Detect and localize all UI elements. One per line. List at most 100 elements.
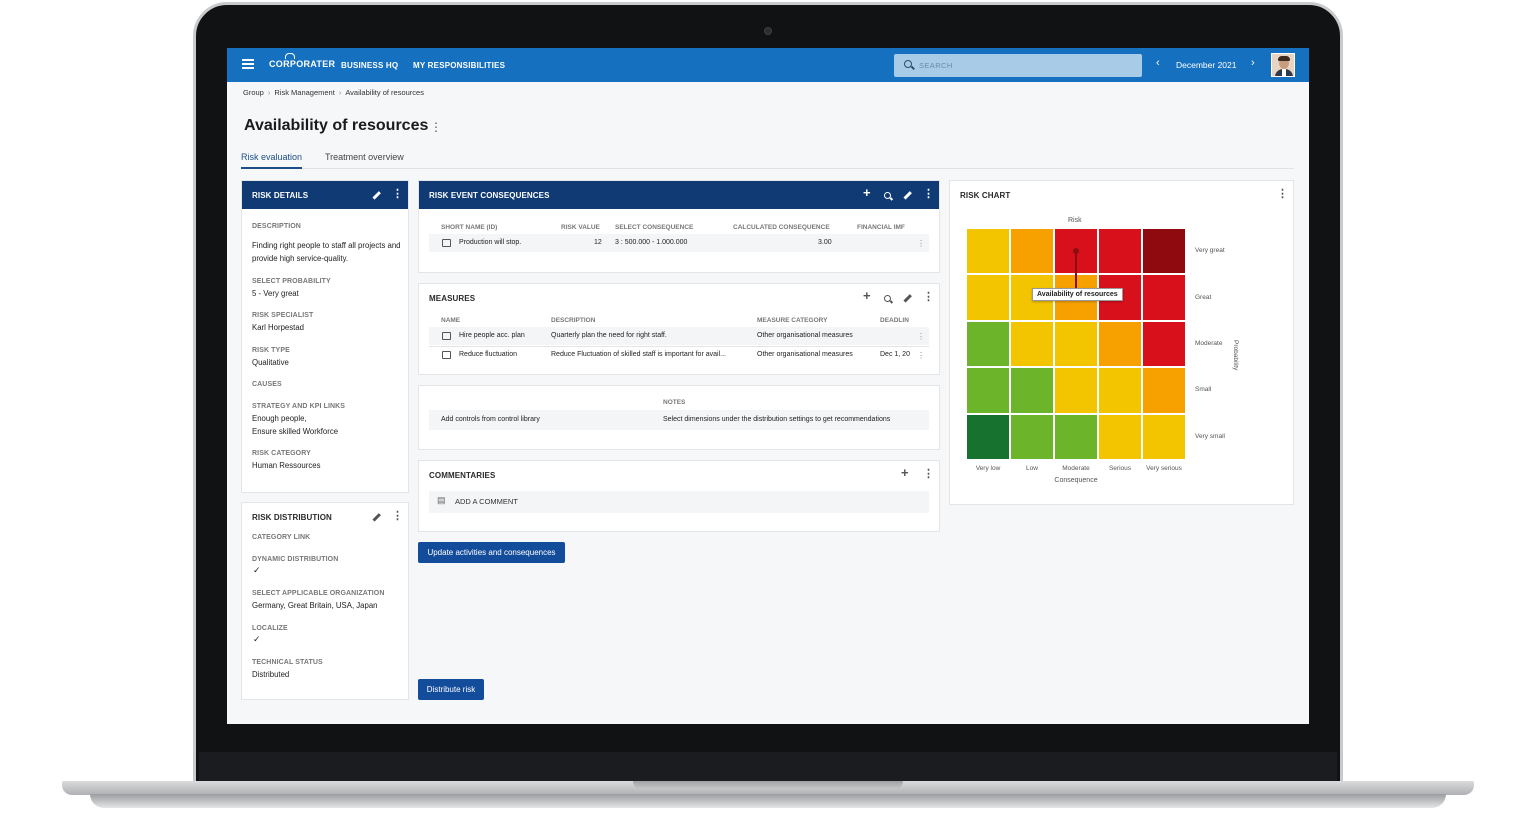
column-header[interactable]: SHORT NAME (ID) (441, 224, 498, 231)
period-selector[interactable]: December 2021 (1176, 60, 1237, 70)
heatmap-cell[interactable] (1142, 228, 1186, 275)
breadcrumb-group[interactable]: Group (243, 88, 264, 97)
more-options-icon[interactable]: ⋮ (392, 510, 403, 522)
edit-icon[interactable] (372, 511, 381, 523)
column-header[interactable]: DESCRIPTION (551, 317, 596, 324)
heatmap-cell[interactable] (966, 274, 1010, 321)
chevron-left-icon[interactable]: ‹ (1156, 57, 1160, 69)
field-label: STRATEGY AND KPI LINKS (252, 403, 346, 410)
heatmap-cell[interactable] (966, 228, 1010, 275)
add-comment-label[interactable]: ADD A COMMENT (455, 497, 518, 506)
cell-description: Quarterly plan the need for right staff. (551, 332, 667, 339)
column-header[interactable]: RISK VALUE (561, 224, 600, 231)
heatmap-cell[interactable] (1010, 367, 1054, 414)
cell-name: Production will stop. (459, 239, 522, 246)
checkbox[interactable] (442, 239, 451, 247)
tab-risk-evaluation[interactable]: Risk evaluation (241, 152, 303, 169)
risk-point[interactable] (1073, 248, 1079, 255)
heatmap-cell[interactable] (966, 367, 1010, 414)
app-logo[interactable]: CORPORATER (269, 53, 336, 69)
heatmap-cell[interactable] (1142, 274, 1186, 321)
edit-icon[interactable] (372, 189, 381, 201)
update-activities-button[interactable]: Update activities and consequences (418, 542, 565, 563)
add-icon[interactable]: + (863, 185, 871, 200)
field-value: Karl Horpestad (252, 323, 305, 332)
chevron-right-icon[interactable]: › (1251, 57, 1255, 69)
heatmap-cell[interactable] (1098, 413, 1142, 460)
table-row[interactable] (429, 327, 929, 345)
search-icon[interactable] (884, 190, 891, 202)
field-value[interactable]: Enough people, (252, 414, 307, 423)
cell-name: Hire people acc. plan (459, 332, 525, 339)
heatmap-cell[interactable] (1054, 367, 1098, 414)
edit-icon[interactable] (903, 189, 912, 201)
checkbox[interactable] (442, 351, 451, 359)
laptop-bezel-bottom (199, 752, 1337, 782)
heatmap-cell[interactable] (1010, 320, 1054, 368)
risk-distribution-title: RISK DISTRIBUTION (252, 513, 332, 522)
edit-icon[interactable] (903, 292, 912, 304)
heatmap-cell[interactable] (1142, 367, 1186, 414)
search-icon[interactable] (884, 293, 891, 305)
heatmap-cell[interactable] (1142, 413, 1186, 460)
field-label: DESCRIPTION (252, 223, 301, 230)
column-header[interactable]: DEADLIN (880, 317, 909, 324)
column-header[interactable]: CALCULATED CONSEQUENCE (733, 224, 830, 231)
heatmap-cell[interactable] (1098, 320, 1142, 368)
checkmark-icon: ✓ (253, 565, 261, 575)
add-icon[interactable]: + (901, 465, 909, 480)
more-options-icon[interactable]: ⋮ (923, 468, 934, 480)
heatmap-cell[interactable] (1098, 228, 1142, 275)
avatar[interactable] (1271, 53, 1295, 77)
row-more-icon[interactable]: ⋮ (917, 332, 925, 341)
commentaries-card: COMMENTARIES + ⋮ ▤ ADD A COMMENT (418, 460, 940, 532)
more-options-icon[interactable]: ⋮ (1277, 188, 1288, 200)
y-axis-label: Probability (1232, 340, 1239, 371)
row-more-icon[interactable]: ⋮ (917, 351, 925, 360)
add-icon[interactable]: + (863, 288, 871, 303)
avatar-collar (1282, 69, 1286, 76)
heatmap-cell[interactable] (1098, 367, 1142, 414)
more-options-icon[interactable]: ⋮ (923, 188, 934, 200)
more-options-icon[interactable]: ⋮ (392, 188, 403, 200)
y-tick-label: Very small (1195, 432, 1225, 440)
table-row[interactable] (429, 234, 929, 252)
heatmap-cell[interactable] (1054, 320, 1098, 368)
risk-distribution-header: RISK DISTRIBUTION ⋮ (242, 503, 408, 531)
row-more-icon[interactable]: ⋮ (917, 239, 925, 248)
more-options-icon[interactable]: ⋮ (923, 291, 934, 303)
checkbox[interactable] (442, 332, 451, 340)
column-header[interactable]: FINANCIAL IMF (857, 224, 905, 231)
heatmap-cell[interactable] (966, 413, 1010, 460)
menu-icon[interactable] (242, 59, 254, 69)
breadcrumb: Group › Risk Management › Availability of re… (243, 88, 424, 97)
breadcrumb-risk-management[interactable]: Risk Management (274, 88, 335, 97)
field-label: RISK TYPE (252, 347, 290, 354)
column-header[interactable]: SELECT CONSEQUENCE (615, 224, 694, 231)
heatmap-cell[interactable] (1054, 413, 1098, 460)
x-tick-label: Moderate (1062, 465, 1090, 472)
heatmap-cell[interactable] (1142, 320, 1186, 368)
notes-row[interactable] (429, 410, 929, 430)
nav-business-hq[interactable]: BUSINESS HQ (341, 61, 399, 70)
add-comment-field[interactable] (429, 491, 929, 513)
heatmap-cell[interactable] (966, 320, 1010, 368)
field-value: 5 - Very great (252, 289, 299, 298)
heatmap-cell[interactable] (1010, 413, 1054, 460)
tab-treatment-overview[interactable]: Treatment overview (325, 152, 404, 162)
heatmap-cell[interactable] (1010, 228, 1054, 275)
more-options-icon[interactable]: ⋮ (430, 120, 442, 134)
notes-left[interactable]: Add controls from control library (441, 416, 540, 423)
cell-category: Other organisational measures (757, 351, 853, 358)
column-header[interactable]: MEASURE CATEGORY (757, 317, 828, 324)
cell-consequence[interactable]: 3 : 500.000 - 1.000.000 (615, 239, 688, 246)
consequences-header: RISK EVENT CONSEQUENCES + ⋮ (419, 181, 939, 209)
cell-name: Reduce fluctuation (459, 351, 517, 358)
distribute-risk-button[interactable]: Distribute risk (418, 679, 484, 700)
nav-my-responsibilities[interactable]: MY RESPONSIBILITIES (413, 61, 506, 70)
search-input[interactable]: SEARCH (894, 54, 1142, 77)
search-icon (904, 60, 912, 68)
column-header[interactable]: NAME (441, 317, 461, 324)
x-tick-label: Serious (1108, 465, 1132, 472)
field-value[interactable]: Ensure skilled Workforce (252, 427, 339, 436)
